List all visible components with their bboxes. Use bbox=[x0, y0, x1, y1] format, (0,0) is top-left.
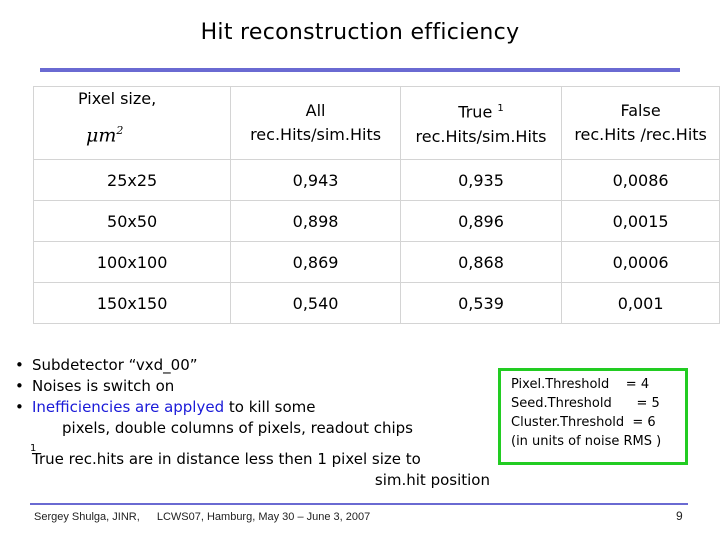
cell-true: 0,868 bbox=[399, 241, 563, 283]
header-false-line2: rec.Hits /rec.Hits bbox=[574, 125, 707, 144]
table-header-row: Pixel size, μm2 All rec.Hits/sim.Hits Tr… bbox=[32, 86, 720, 160]
header-true: True 1 rec.Hits/sim.Hits bbox=[399, 86, 563, 160]
cell-true: 0,935 bbox=[399, 159, 563, 201]
cell-true: 0,539 bbox=[399, 282, 563, 324]
note-inefficiencies-highlight: Inefficiencies are applyed bbox=[32, 398, 225, 416]
footnote: True rec.hits are in distance less then … bbox=[32, 449, 492, 491]
title-divider bbox=[40, 68, 680, 72]
cell-pixel-size: 150x150 bbox=[32, 282, 232, 324]
seed-threshold: Seed.Threshold = 5 bbox=[511, 396, 660, 411]
footer-event: LCWS07, Hamburg, May 30 – June 3, 2007 bbox=[156, 511, 371, 523]
header-false: False rec.Hits /rec.Hits bbox=[561, 86, 720, 160]
header-pixel-size-unit: μm2 bbox=[86, 119, 230, 147]
note-noises-text: Noises is switch on bbox=[32, 377, 175, 395]
unit-exponent: 2 bbox=[116, 124, 124, 137]
unit-mu-m: μm bbox=[86, 124, 117, 147]
threshold-units: (in units of noise RMS ) bbox=[511, 434, 662, 449]
header-true-line1: True bbox=[458, 102, 493, 122]
cell-all: 0,898 bbox=[230, 200, 401, 242]
page-number: 9 bbox=[676, 509, 683, 523]
header-all: All rec.Hits/sim.Hits bbox=[230, 86, 401, 160]
cell-true: 0,896 bbox=[399, 200, 563, 242]
table-row: 50x50 0,898 0,896 0,0015 bbox=[32, 200, 720, 242]
footer-author: Sergey Shulga, JINR, bbox=[34, 511, 140, 523]
notes-list: Subdetector “vxd_00” Noises is switch on… bbox=[12, 355, 502, 439]
note-inefficiencies-text: to kill some bbox=[224, 398, 316, 416]
note-inefficiencies: Inefficiencies are applyed to kill some p… bbox=[12, 397, 502, 439]
table-row: 100x100 0,869 0,868 0,0006 bbox=[32, 241, 720, 283]
cell-all: 0,869 bbox=[230, 241, 401, 283]
note-subdetector: Subdetector “vxd_00” bbox=[12, 355, 502, 376]
cell-all: 0,943 bbox=[230, 159, 401, 201]
efficiency-table: Pixel size, μm2 All rec.Hits/sim.Hits Tr… bbox=[32, 86, 720, 324]
note-noises: Noises is switch on bbox=[12, 376, 502, 397]
pixel-threshold: Pixel.Threshold = 4 bbox=[511, 377, 650, 392]
footnote-line2: sim.hit position bbox=[374, 471, 490, 489]
table-row: 150x150 0,540 0,539 0,001 bbox=[32, 282, 720, 324]
header-all-line2: rec.Hits/sim.Hits bbox=[250, 125, 382, 144]
cell-false: 0,0015 bbox=[561, 200, 720, 242]
cell-all: 0,540 bbox=[230, 282, 401, 324]
footnote-mark: 1 bbox=[30, 443, 37, 454]
note-inefficiencies-continuation: pixels, double columns of pixels, readou… bbox=[62, 419, 413, 437]
cell-false: 0,0006 bbox=[561, 241, 720, 283]
footer-divider bbox=[30, 503, 688, 505]
cluster-threshold: Cluster.Threshold = 6 bbox=[511, 415, 656, 430]
header-true-line2: rec.Hits/sim.Hits bbox=[415, 126, 547, 146]
note-subdetector-text: Subdetector “vxd_00” bbox=[32, 356, 198, 374]
header-pixel-size: Pixel size, μm2 bbox=[32, 86, 232, 160]
table-row: 25x25 0,943 0,935 0,0086 bbox=[32, 159, 720, 201]
cell-pixel-size: 100x100 bbox=[32, 241, 232, 283]
cell-false: 0,001 bbox=[561, 282, 720, 324]
cell-pixel-size: 50x50 bbox=[32, 200, 232, 242]
cell-false: 0,0086 bbox=[561, 159, 720, 201]
header-all-line1: All bbox=[305, 101, 326, 120]
cell-pixel-size: 25x25 bbox=[32, 159, 232, 201]
slide-title: Hit reconstruction efficiency bbox=[200, 20, 520, 45]
header-false-line1: False bbox=[620, 101, 661, 120]
footnote-line1: True rec.hits are in distance less then … bbox=[32, 450, 421, 468]
footer: Sergey Shulga, JINR, LCWS07, Hamburg, Ma… bbox=[34, 511, 384, 523]
header-pixel-size-label: Pixel size, bbox=[78, 89, 157, 108]
threshold-box: Pixel.Threshold = 4 Seed.Threshold = 5 C… bbox=[498, 368, 688, 465]
header-true-footnote-mark: 1 bbox=[497, 103, 504, 115]
